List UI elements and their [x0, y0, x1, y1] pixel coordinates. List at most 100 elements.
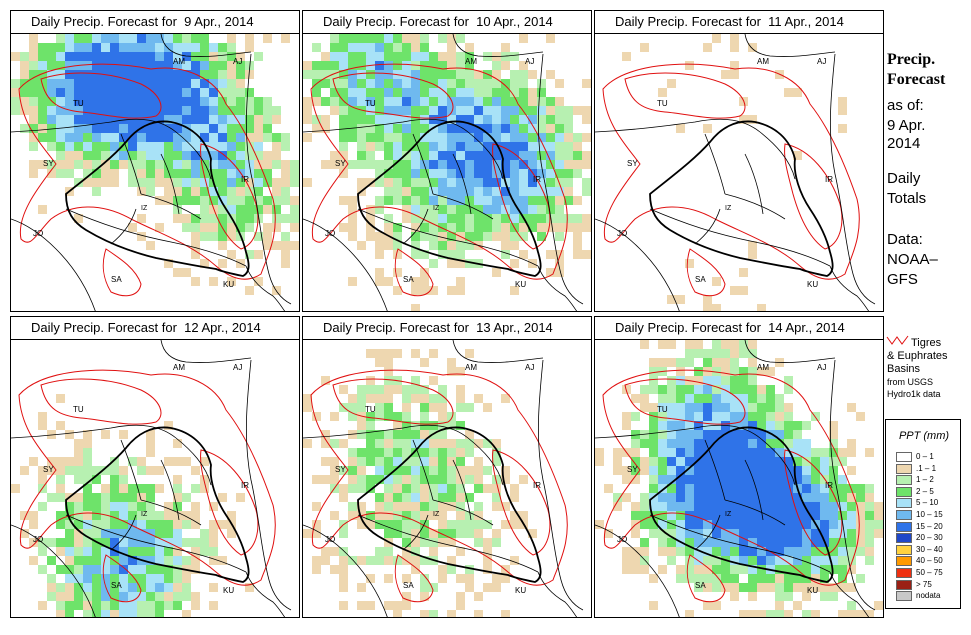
precip-cell: [793, 547, 802, 556]
precip-cell: [384, 196, 393, 205]
precip-cell: [829, 529, 838, 538]
precip-cell: [748, 385, 757, 394]
precip-cell: [128, 457, 137, 466]
precip-cell: [703, 574, 712, 583]
precip-cell: [191, 151, 200, 160]
precip-cell: [694, 502, 703, 511]
precip-cell: [38, 547, 47, 556]
precip-cell: [182, 574, 191, 583]
precip-cell: [11, 97, 20, 106]
precip-cell: [712, 394, 721, 403]
precip-cell: [519, 124, 528, 133]
precip-cell: [173, 493, 182, 502]
precip-cell: [119, 34, 128, 43]
precip-cell: [465, 448, 474, 457]
precip-cell: [721, 502, 730, 511]
iraq-border: [357, 120, 542, 277]
basin-note-line1: Tigres: [911, 337, 942, 349]
precip-cell: [447, 106, 456, 115]
precip-cell: [339, 439, 348, 448]
precip-cell: [227, 205, 236, 214]
precip-cell: [429, 547, 438, 556]
precip-cell: [227, 511, 236, 520]
precip-cell: [492, 574, 501, 583]
precip-cell: [348, 97, 357, 106]
precip-cell: [209, 520, 218, 529]
precip-cell: [348, 106, 357, 115]
precip-cell: [694, 520, 703, 529]
precip-cell: [11, 52, 20, 61]
precip-cell: [281, 178, 290, 187]
legend-label: 10 – 15: [916, 510, 943, 519]
precip-cell: [856, 520, 865, 529]
precip-cell: [721, 529, 730, 538]
country-border: [140, 193, 202, 220]
precip-cell: [330, 511, 339, 520]
precip-cell: [757, 394, 766, 403]
precip-cell: [676, 529, 685, 538]
precip-cell: [447, 412, 456, 421]
precip-cell: [730, 538, 739, 547]
precip-cell: [83, 88, 92, 97]
precip-cell: [537, 133, 546, 142]
precip-cell: [730, 520, 739, 529]
precip-cell: [137, 178, 146, 187]
precip-cell: [564, 160, 573, 169]
precip-cell: [474, 232, 483, 241]
precip-cell: [685, 610, 694, 617]
precip-cell: [820, 547, 829, 556]
precip-cell: [110, 601, 119, 610]
precip-cell: [546, 223, 555, 232]
precip-cell: [474, 538, 483, 547]
precip-cell: [236, 61, 245, 70]
precip-cell: [411, 205, 420, 214]
precip-cell: [775, 403, 784, 412]
precip-cell: [146, 160, 155, 169]
precip-cell: [474, 70, 483, 79]
precip-cell: [47, 160, 56, 169]
precip-cell: [155, 529, 164, 538]
precip-cell: [173, 439, 182, 448]
precip-cell: [92, 511, 101, 520]
country-border: [537, 571, 578, 617]
precip-cell: [703, 583, 712, 592]
precip-cell: [227, 223, 236, 232]
precip-cell: [456, 547, 465, 556]
precip-cell: [200, 178, 209, 187]
precip-cell: [537, 205, 546, 214]
precip-cell: [447, 43, 456, 52]
precip-cell: [595, 457, 604, 466]
precip-cell: [384, 70, 393, 79]
precip-cell: [321, 115, 330, 124]
precip-cell: [784, 385, 793, 394]
basin-note-line2: & Euphrates: [887, 350, 948, 362]
precip-cell: [793, 601, 802, 610]
country-border: [759, 131, 796, 180]
precip-cell: [811, 610, 820, 617]
precip-cell: [676, 403, 685, 412]
precip-cell: [730, 583, 739, 592]
precip-cell: [384, 520, 393, 529]
country-border: [160, 340, 252, 363]
precip-cell: [236, 160, 245, 169]
precip-cell: [330, 457, 339, 466]
precip-cell: [173, 565, 182, 574]
precip-cell: [838, 106, 847, 115]
precip-cell: [510, 520, 519, 529]
precip-cell: [748, 439, 757, 448]
precip-cell: [676, 457, 685, 466]
precip-cell: [191, 88, 200, 97]
country-border: [303, 218, 388, 311]
precip-cell: [182, 133, 191, 142]
precip-cell: [38, 97, 47, 106]
precip-cell: [483, 142, 492, 151]
precip-cell: [640, 43, 649, 52]
precip-cell: [492, 529, 501, 538]
precip-cell: [802, 547, 811, 556]
precip-cell: [730, 61, 739, 70]
precip-cell: [74, 493, 83, 502]
precip-cell: [730, 412, 739, 421]
precip-cell: [110, 466, 119, 475]
precip-cell: [375, 277, 384, 286]
precip-cell: [685, 547, 694, 556]
